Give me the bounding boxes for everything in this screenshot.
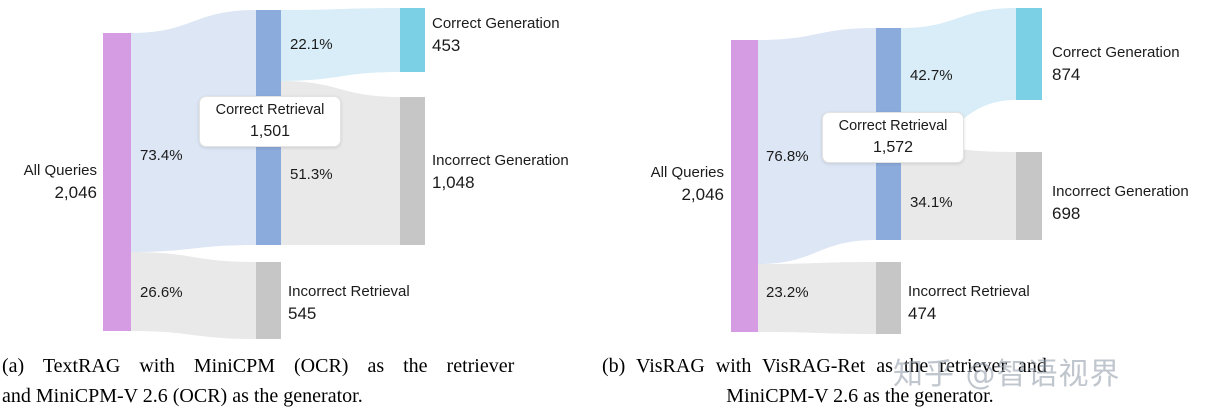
node-name: All Queries <box>23 162 97 179</box>
node-label-correct-retrieval-b: Correct Retrieval 1,572 <box>822 112 964 163</box>
node-name: Correct Generation <box>1052 44 1180 61</box>
percent-correct-generation-a: 22.1% <box>290 36 333 53</box>
sankey-a-node-correct-generation <box>400 8 425 72</box>
node-label-incorrect-generation-a: Incorrect Generation 1,048 <box>432 150 569 194</box>
sankey-b-flow-correct-retrieval <box>758 28 876 264</box>
node-value: 698 <box>1052 204 1081 223</box>
node-label-all-queries-a: All Queries 2,046 <box>0 160 97 204</box>
caption-b-line2: MiniCPM-V 2.6 as the generator. <box>726 385 994 407</box>
caption-a-line2: and MiniCPM-V 2.6 (OCR) as the generator… <box>2 385 363 407</box>
node-label-incorrect-retrieval-b: Incorrect Retrieval 474 <box>908 281 1030 325</box>
sankey-a-node-all-queries <box>103 33 131 331</box>
sankey-a-node-incorrect-retrieval <box>256 262 281 339</box>
node-name: Incorrect Retrieval <box>908 283 1030 300</box>
node-name: Correct Retrieval <box>215 102 325 118</box>
sankey-a-flow-correct-retrieval <box>131 10 256 252</box>
node-value: 2,046 <box>54 183 97 202</box>
node-value: 2,046 <box>681 185 724 204</box>
sankey-b-node-incorrect-retrieval <box>876 262 901 334</box>
node-name: Correct Retrieval <box>838 118 948 134</box>
caption-a-line1: (a) TextRAG with MiniCPM (OCR) as the re… <box>2 355 515 377</box>
node-label-all-queries-b: All Queries 2,046 <box>627 162 724 206</box>
percent-incorrect-retrieval-b: 23.2% <box>766 284 809 301</box>
percent-correct-retrieval-b: 76.8% <box>766 148 809 165</box>
node-value: 453 <box>432 36 461 55</box>
zhihu-watermark: 知乎 @智语视界 <box>893 357 1121 392</box>
caption-a: (a) TextRAG with MiniCPM (OCR) as the re… <box>2 351 602 411</box>
node-value: 1,572 <box>872 139 914 156</box>
node-label-incorrect-retrieval-a: Incorrect Retrieval 545 <box>288 281 410 325</box>
percent-correct-retrieval-a: 73.4% <box>140 147 183 164</box>
sankey-b-node-all-queries <box>731 40 758 332</box>
node-label-correct-retrieval-a: Correct Retrieval 1,501 <box>199 96 341 147</box>
node-name: Incorrect Generation <box>1052 183 1189 200</box>
percent-incorrect-generation-a: 51.3% <box>290 166 333 183</box>
node-label-correct-generation-a: Correct Generation 453 <box>432 13 560 57</box>
sankey-b-node-correct-generation <box>1016 8 1042 100</box>
node-value: 874 <box>1052 65 1081 84</box>
node-name: Correct Generation <box>432 15 560 32</box>
node-value: 474 <box>908 304 937 323</box>
sankey-b-flow-incorrect-retrieval <box>758 262 876 334</box>
caption-b-line1: (b) VisRAG with VisRAG-Ret as the retrie… <box>602 355 1047 377</box>
node-label-incorrect-generation-b: Incorrect Generation 698 <box>1052 181 1189 225</box>
caption-b: (b) VisRAG with VisRAG-Ret as the retrie… <box>602 351 1118 411</box>
percent-incorrect-retrieval-a: 26.6% <box>140 284 183 301</box>
sankey-canvas <box>103 8 1042 339</box>
node-label-correct-generation-b: Correct Generation 874 <box>1052 42 1180 86</box>
sankey-a-node-incorrect-generation <box>400 97 425 245</box>
sankey-b-flow-incorrect-generation <box>901 146 1016 240</box>
node-value: 1,501 <box>249 123 291 140</box>
percent-incorrect-generation-b: 34.1% <box>910 194 953 211</box>
percent-correct-generation-b: 42.7% <box>910 67 953 84</box>
sankey-b-flow-correct-generation <box>901 8 1016 146</box>
sankey-b-node-incorrect-generation <box>1016 152 1042 240</box>
node-name: All Queries <box>650 164 724 181</box>
sankey-a-flow-incorrect-retrieval <box>131 252 256 339</box>
node-name: Incorrect Retrieval <box>288 283 410 300</box>
sankey-a-flow-correct-generation <box>281 8 400 81</box>
node-name: Incorrect Generation <box>432 152 569 169</box>
node-value: 545 <box>288 304 317 323</box>
node-value: 1,048 <box>432 173 475 192</box>
